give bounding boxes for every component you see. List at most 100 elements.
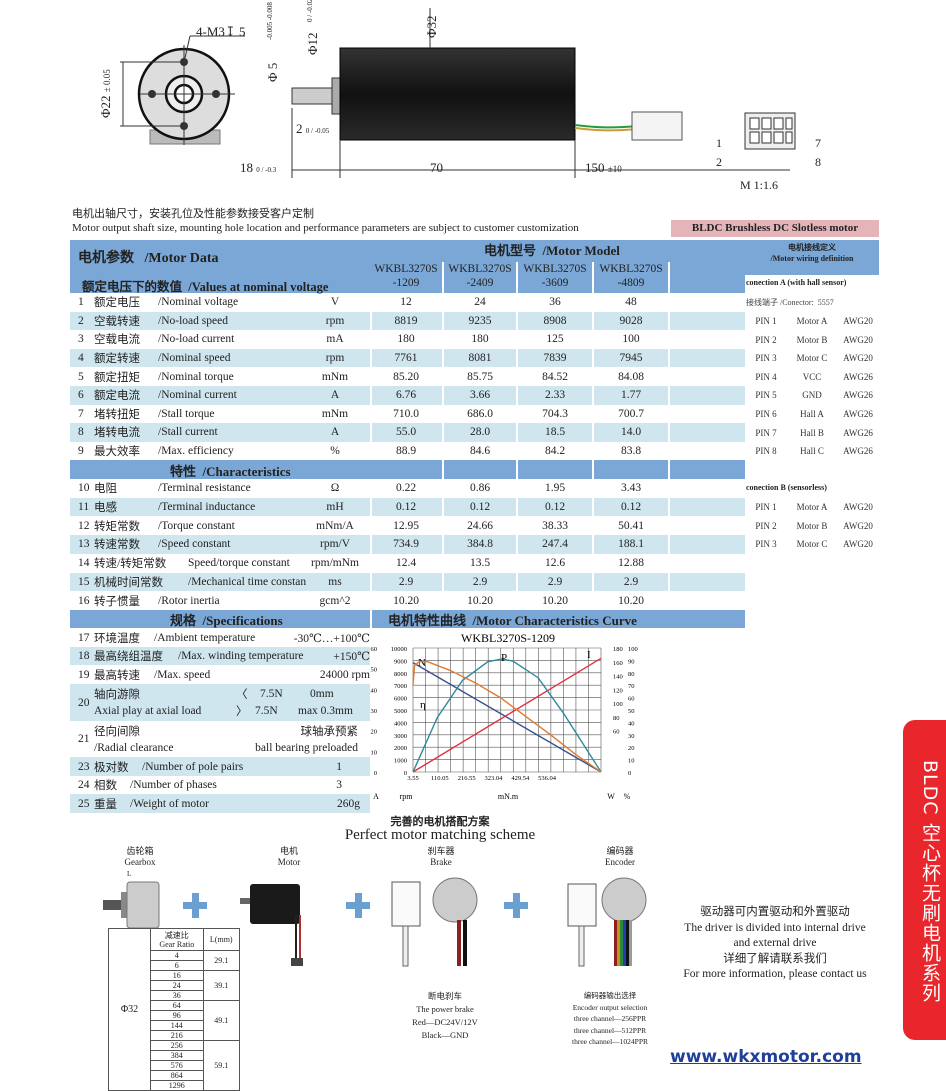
table-row: 13 转速常数/Speed constant rpm/V 734.9 384.8 247.… [70,535,745,554]
gear-ratio: 4 [150,950,204,961]
value: 686.0 [467,407,493,420]
row-number: 10 [78,482,90,495]
unit: mNm/A [316,519,354,532]
row-number: 16 [78,594,90,607]
pin-cell: AWG20 [843,520,873,531]
value: 12 [400,296,412,309]
y-tick-label-A: 0 [374,770,377,777]
d32-dim: Φ32 [424,15,439,38]
param-name-cn: 转矩常数 [94,520,140,533]
website-link[interactable]: www.wkxmotor.com [670,1047,862,1067]
value: 384.8 [467,538,493,551]
table-row: 5 额定扭矩/Nominal torque mNm 85.20 85.75 84.52 84… [70,367,745,386]
value: 9235 [468,314,492,327]
y-tick-label-pct: 0 [628,770,631,777]
y-tick-label-rpm: 6000 [394,696,407,703]
column-divider [592,441,594,461]
unit: rpm/V [319,538,351,551]
pin-cell: Motor B [796,334,828,345]
gear-ratio: 1296 [150,1080,204,1091]
value: 734.9 [393,538,419,551]
column-divider [516,262,518,293]
pin-cell: Motor C [796,539,828,550]
spec-value: 24000 rpm [319,668,370,681]
pin-cell: PIN 2 [755,334,777,345]
pin-cell: AWG26 [843,371,873,382]
column-divider [668,348,670,368]
spec-name-en: /Number of pole pairs [142,760,244,773]
curve-title: 电机特性曲线 /Motor Characteristics Curve [388,610,637,629]
column-divider [442,423,444,442]
gearbox-L-dim: L [127,870,132,878]
value: 2.9 [623,575,639,588]
gearbox-length: 59.1 [202,1040,241,1091]
value: 2.33 [544,389,566,402]
param-name-en: /Rotor inertia [158,594,220,607]
row-number: 4 [78,352,84,365]
column-divider [370,497,372,517]
specifications-title: 规格 /Specifications [170,610,283,629]
value: 84.08 [618,370,644,383]
column-divider [370,553,372,573]
model-name: WKBL3270S [374,263,438,275]
y-tick-label-pct: 90 [628,658,635,665]
table-row: 4 额定转速/Nominal speed rpm 7761 8081 7839 7945 [70,348,745,368]
sub-en: /Values at nominal voltage [188,280,329,294]
gear-ratio: 6 [150,960,204,971]
body-length-dim: 70 [430,160,443,175]
column-divider [592,330,594,349]
gear-ratio-header: 减速比 Gear Ratio [150,928,204,951]
spec-row: 25 重量/Weight of motor 260g [70,794,370,813]
connector-info: 接线端子 /Conector: 5557 [746,297,834,308]
column-divider [442,386,444,405]
gear-ratio: 216 [150,1030,204,1041]
table-row: 15 机械时间常数/Mechanical time constan ms 2.9 2.9… [70,572,745,592]
unit: V [330,296,340,309]
series-label: P [501,652,507,664]
plus-icon [183,893,207,918]
column-divider [516,497,518,517]
gear-ratio: 96 [150,1010,204,1021]
unit: A [330,426,340,439]
value: 8819 [394,314,418,327]
column-divider [442,591,444,610]
driver-text-line: and external drive [733,937,817,949]
column-divider [516,516,518,536]
column-divider [668,460,670,479]
gearbox-length: 49.1 [202,1000,241,1041]
gear-ratio: 864 [150,1070,204,1081]
value: 100 [622,333,640,346]
y-tick-label-rpm: 10000 [391,646,407,653]
column-divider [516,553,518,573]
param-name-en: Speed/torque constant [188,557,290,570]
encoder-text-line: three channel—512PPR [573,1025,647,1035]
axis-unit-A: A [373,792,379,801]
d12-dim: Φ12 [305,32,320,55]
axis-unit-W: W [607,792,615,801]
spec-value-part: max 0.3mm [298,705,353,717]
pin-cell: AWG26 [843,409,873,419]
wire-len: 150 [585,160,605,175]
wire-length-dim: 150 ±10 [585,160,622,176]
unit: mH [326,501,344,514]
matching-title-cn: 完善的电机搭配方案 [390,816,490,828]
param-name-en: /Max. efficiency [158,445,234,458]
wiring-title-en: /Motor wiring definition [770,254,854,263]
flange-label: 2 [296,121,303,136]
column-divider [668,591,670,610]
y-tick-label-W: 120 [613,687,623,694]
param-name-en: /No-load speed [158,314,228,327]
spec-value-part: 7.5N [255,705,278,717]
column-divider [516,348,518,368]
encoder-text-line: three channel—1024PPR [571,1037,649,1046]
value: 10.20 [393,594,419,607]
column-divider [516,330,518,349]
column-divider [516,311,518,331]
param-name-en: /Stall torque [158,407,215,420]
thread-dim: 4-M3↧ 5 [196,24,246,39]
column-divider [442,535,444,554]
driver-text-line: For more information, please contact us [683,968,867,980]
pin-cell: Hall B [800,427,824,438]
pin2-mark: 2 [716,155,722,169]
gear-ratio: 576 [150,1060,204,1071]
